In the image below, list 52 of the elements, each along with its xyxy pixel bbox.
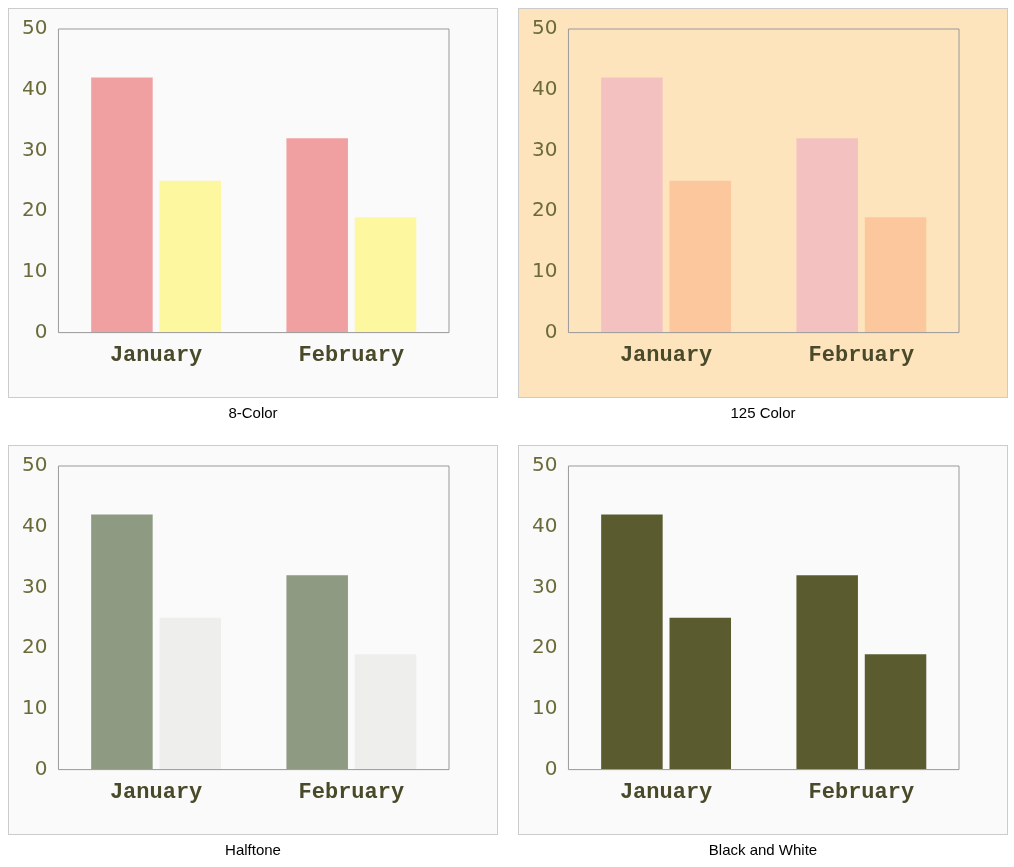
bar xyxy=(669,180,732,333)
y-tick-label: 50 xyxy=(532,15,558,40)
bar xyxy=(601,514,663,770)
bar xyxy=(159,617,222,770)
bar xyxy=(864,654,927,770)
y-tick-label: 50 xyxy=(22,15,48,40)
y-tick-label: 0 xyxy=(544,755,558,780)
x-tick-label: January xyxy=(109,343,203,369)
x-tick-label: January xyxy=(109,780,203,806)
y-tick-label: 20 xyxy=(532,197,558,222)
text: Black and White xyxy=(707,841,819,858)
y-tick-label: 30 xyxy=(22,573,48,598)
text: 8-Color xyxy=(227,404,279,421)
y-tick-label: 10 xyxy=(532,258,558,283)
bar xyxy=(354,654,417,770)
x-tick-label: February xyxy=(298,343,405,369)
y-tick-label: 30 xyxy=(22,136,48,161)
x-tick-label: February xyxy=(298,780,405,806)
y-tick-label: 40 xyxy=(532,512,558,537)
x-tick-label: February xyxy=(808,780,915,806)
y-tick-label: 50 xyxy=(22,452,48,477)
y-tick-label: 30 xyxy=(532,136,558,161)
y-tick-label: 10 xyxy=(22,695,48,720)
y-tick-label: 30 xyxy=(532,573,558,598)
x-tick-label: January xyxy=(619,343,713,369)
y-tick-label: 0 xyxy=(544,318,558,343)
text: 125 Color xyxy=(729,404,797,421)
bar xyxy=(354,217,417,333)
bar xyxy=(796,138,858,333)
bar xyxy=(91,77,153,333)
y-tick-label: 0 xyxy=(34,318,48,343)
text: Halftone xyxy=(224,841,282,858)
y-tick-label: 20 xyxy=(22,197,48,222)
y-tick-label: 40 xyxy=(22,75,48,100)
y-tick-label: 50 xyxy=(532,452,558,477)
y-tick-label: 40 xyxy=(532,75,558,100)
y-tick-label: 20 xyxy=(22,634,48,659)
y-tick-label: 0 xyxy=(34,755,48,780)
y-tick-label: 10 xyxy=(22,258,48,283)
y-tick-label: 10 xyxy=(532,695,558,720)
bar xyxy=(91,514,153,770)
y-tick-label: 20 xyxy=(532,634,558,659)
bar xyxy=(159,180,222,333)
x-tick-label: February xyxy=(808,343,915,369)
bar xyxy=(601,77,663,333)
bar xyxy=(796,575,858,770)
x-tick-label: January xyxy=(619,780,713,806)
bar xyxy=(286,138,348,333)
bar xyxy=(864,217,927,333)
y-tick-label: 40 xyxy=(22,512,48,537)
bar xyxy=(669,617,732,770)
bar xyxy=(286,575,348,770)
